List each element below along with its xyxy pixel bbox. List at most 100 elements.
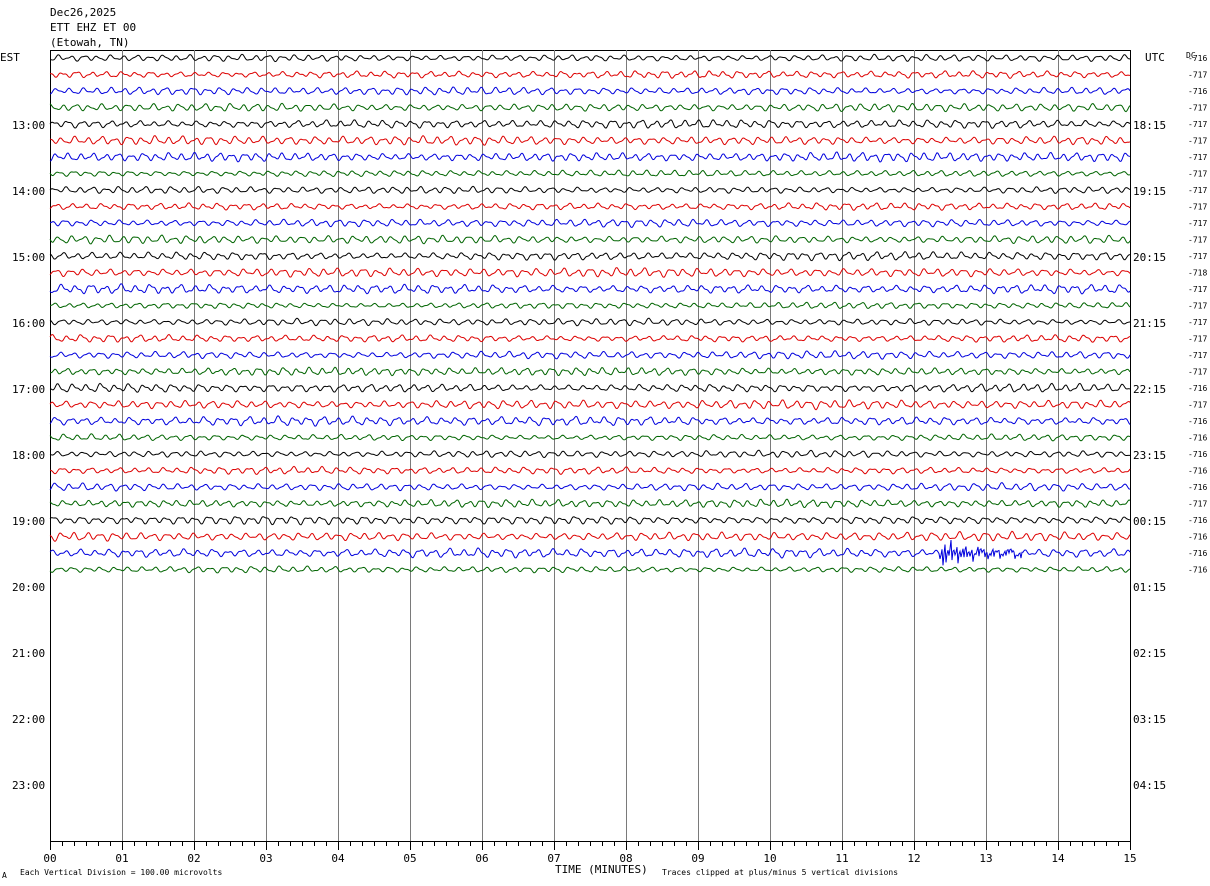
- dc-offset-label: -717: [1188, 302, 1207, 311]
- left-hour-label: 22:00: [12, 713, 45, 726]
- dc-offset-label: -716: [1188, 467, 1207, 476]
- seismic-trace-line: [49, 102, 1131, 113]
- seismic-trace-line: [49, 317, 1131, 327]
- seismic-trace-line: [49, 267, 1131, 278]
- dc-offset-label: -716: [1188, 87, 1207, 96]
- dc-header-label: DC: [1186, 51, 1196, 60]
- seismic-trace-line: [49, 399, 1131, 411]
- seismic-trace-line: [49, 382, 1131, 393]
- dc-offset-label: -717: [1188, 219, 1207, 228]
- x-axis-title: TIME (MINUTES): [555, 863, 648, 876]
- x-tick-label: 05: [403, 852, 416, 865]
- x-tick-label: 06: [475, 852, 488, 865]
- left-hour-labels: 13:00 14:00 15:00 16:00 17:00 18:00 19:00 20:00…: [12, 119, 45, 792]
- dc-offset-label: -717: [1188, 186, 1207, 195]
- seismic-trace-line: [49, 449, 1130, 459]
- x-tick-label: 12: [907, 852, 920, 865]
- x-tick-label: 08: [619, 852, 632, 865]
- dc-offset-label: -716: [1188, 417, 1207, 426]
- seismic-trace-line: [49, 350, 1131, 360]
- seismic-trace-line: [49, 185, 1131, 194]
- dc-offset-label: -716: [1188, 549, 1207, 558]
- location-label: (Etowah, TN): [50, 36, 129, 49]
- dc-offset-label: -716: [1188, 450, 1207, 459]
- left-hour-label: 15:00: [12, 251, 45, 264]
- seismic-trace-line: [49, 530, 1131, 543]
- plot-frame: [50, 50, 1131, 842]
- seismic-trace-line: [49, 366, 1131, 377]
- dc-offset-label: -716: [1188, 384, 1207, 393]
- seismic-trace-line: [50, 53, 1130, 63]
- seismic-trace-line: [49, 415, 1131, 427]
- x-tick-label: 14: [1051, 852, 1065, 865]
- right-hour-label: 23:15: [1133, 449, 1166, 462]
- x-tick-label: 00: [43, 852, 56, 865]
- dc-offset-label: -717: [1188, 203, 1207, 212]
- seismic-trace-line: [49, 251, 1131, 262]
- minute-grid: [122, 50, 1059, 841]
- left-hour-label: 16:00: [12, 317, 45, 330]
- right-hour-label: 19:15: [1133, 185, 1166, 198]
- dc-offset-label: -717: [1188, 351, 1207, 360]
- x-tick-label: 01: [115, 852, 128, 865]
- seismic-trace-line: [49, 134, 1131, 146]
- x-tick-label: 10: [763, 852, 776, 865]
- date-label: Dec26,2025: [50, 6, 116, 19]
- dc-offset-label: -717: [1188, 285, 1207, 294]
- left-timezone-label: EST: [0, 51, 20, 64]
- dc-offset-label: -717: [1188, 335, 1207, 344]
- dc-offset-label: -717: [1188, 318, 1207, 327]
- seismic-trace-line: [49, 70, 1131, 79]
- left-hour-label: 18:00: [12, 449, 45, 462]
- right-hour-label: 01:15: [1133, 581, 1166, 594]
- dc-offset-label: -717: [1188, 104, 1207, 113]
- dc-offset-label: -717: [1188, 137, 1207, 146]
- seismic-trace-line: [49, 465, 1131, 475]
- left-hour-label: 19:00: [12, 515, 45, 528]
- right-hour-label: 20:15: [1133, 251, 1166, 264]
- dc-offset-label: -717: [1188, 153, 1207, 162]
- dc-offset-label: -717: [1188, 252, 1207, 261]
- dc-offset-label: -716: [1188, 533, 1207, 542]
- right-hour-label: 22:15: [1133, 383, 1166, 396]
- dc-offset-label: -717: [1188, 500, 1207, 509]
- seismic-trace-line: [49, 119, 1131, 129]
- left-hour-label: 21:00: [12, 647, 45, 660]
- dc-offset-label: -716: [1188, 483, 1207, 492]
- seismic-trace-line: [49, 333, 1131, 343]
- left-hour-label: 17:00: [12, 383, 45, 396]
- dc-offset-label: -716: [1188, 516, 1207, 525]
- dc-offset-label: -716: [1188, 54, 1207, 63]
- header: Dec26,2025 ETT EHZ ET 00 (Etowah, TN): [50, 6, 136, 49]
- left-hour-label: 20:00: [12, 581, 45, 594]
- seismic-trace-line: [49, 482, 1131, 492]
- seismic-trace-line: [49, 151, 1131, 163]
- seismic-trace-line: [49, 565, 1131, 574]
- x-tick-label: 13: [979, 852, 992, 865]
- seismic-trace-line: [49, 498, 1131, 509]
- seismic-trace-line: [49, 539, 1131, 566]
- seismic-trace-line: [49, 283, 1131, 295]
- dc-offset-label: -717: [1188, 236, 1207, 245]
- x-tick-label: 15: [1123, 852, 1136, 865]
- seismic-trace-line: [49, 301, 1131, 310]
- left-hour-label: 14:00: [12, 185, 45, 198]
- x-axis: 00 01 02 03 04 05 06 07 08 09 10 11 12 13 14 15: [43, 841, 1137, 865]
- x-tick-label: 02: [187, 852, 200, 865]
- right-hour-label: 02:15: [1133, 647, 1166, 660]
- seismic-trace-line: [49, 202, 1131, 211]
- left-hour-label: 23:00: [12, 779, 45, 792]
- right-hour-label: 18:15: [1133, 119, 1166, 132]
- left-hour-label: 13:00: [12, 119, 45, 132]
- seismic-trace-line: [49, 234, 1131, 245]
- right-hour-label: 03:15: [1133, 713, 1166, 726]
- dc-offset-label: -716: [1188, 434, 1207, 443]
- right-hour-label: 00:15: [1133, 515, 1166, 528]
- trace-group: [49, 53, 1131, 574]
- x-tick-label: 11: [835, 852, 848, 865]
- clip-note: Traces clipped at plus/minus 5 vertical …: [662, 868, 898, 877]
- station-label: ETT EHZ ET 00: [50, 21, 136, 34]
- dc-offset-labels: -716 -717 -716 -717 -717 -717 -717 -717 -717 -717…: [1188, 54, 1207, 575]
- right-timezone-label: UTC: [1145, 51, 1165, 64]
